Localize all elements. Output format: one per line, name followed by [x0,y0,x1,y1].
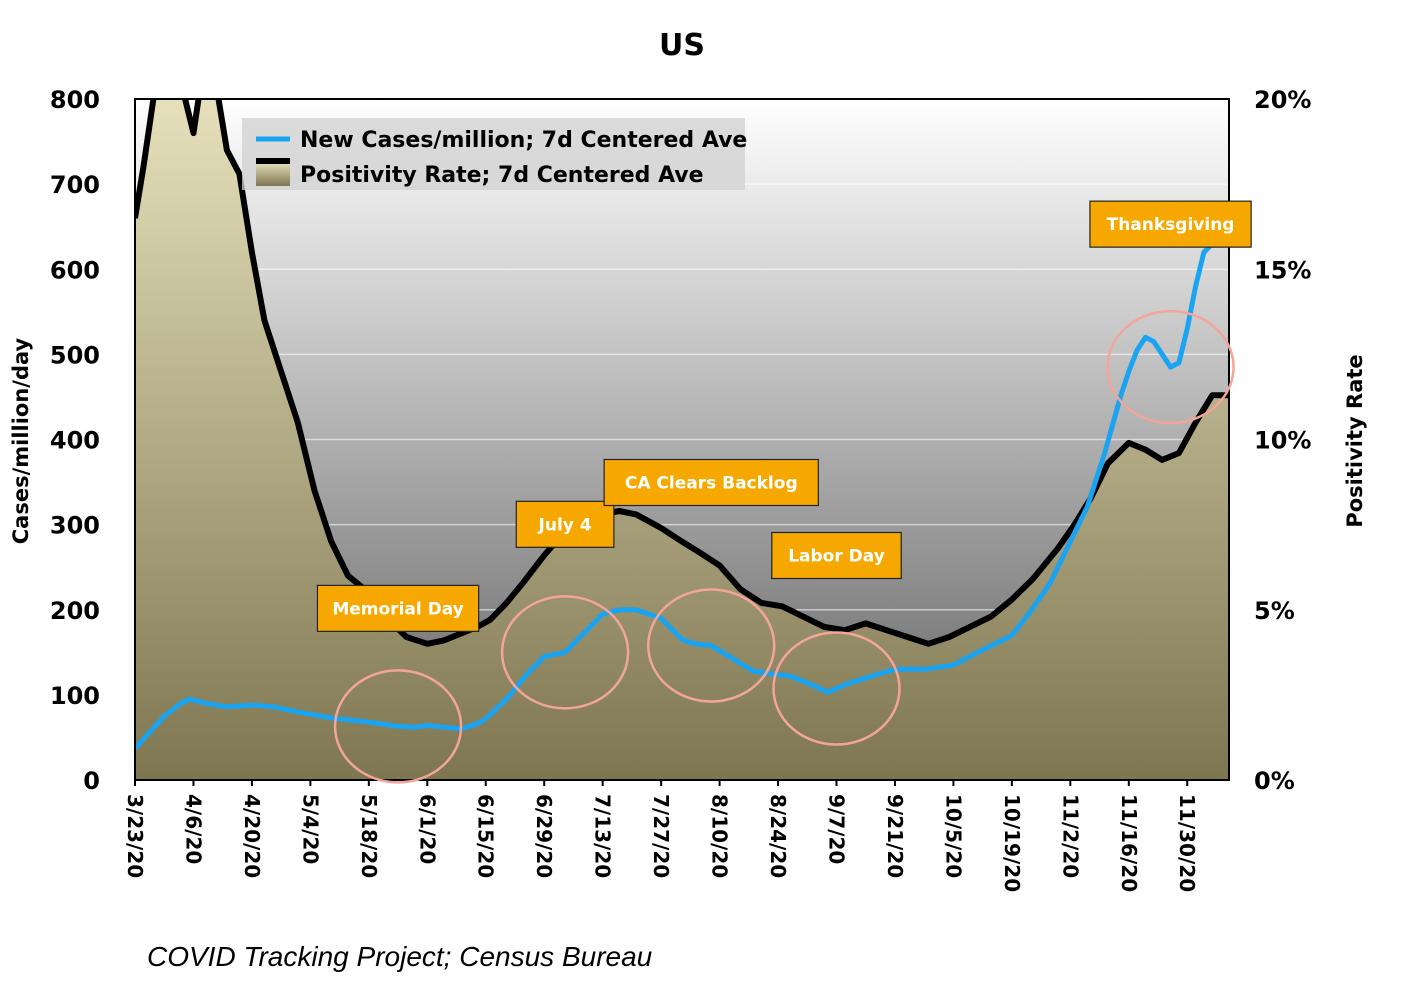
y-left-tick-label: 100 [50,682,100,710]
annotations: Memorial Day July 4 CA Clears Backlog Labor… [316,200,1252,784]
annotation-label: July 4 [538,515,592,535]
x-tick-label: 6/15/20 [474,794,498,878]
annotation-circle [333,669,463,784]
y-left-tick-label: 600 [50,256,100,284]
y-left-tick-label: 400 [50,427,100,455]
y-left-tick-label: 700 [50,171,100,199]
annotation-box [515,500,615,548]
legend: New Cases/million; 7d Centered Ave Posit… [242,118,747,190]
annotation-label: Labor Day [788,546,885,566]
positivity-rate-line [135,99,1229,647]
positivity-area [135,99,1229,780]
x-tick-label: 6/1/20 [415,794,439,864]
y-left-tick-label: 200 [50,597,100,625]
x-tick-label: 11/2/20 [1058,794,1082,878]
annotation-box [1089,200,1252,248]
plot-frame [134,98,1230,781]
legend-cases-label: New Cases/million; 7d Centered Ave [300,128,747,153]
x-tick-label: 8/24/20 [766,794,790,878]
annotation-circle [500,595,630,710]
x-tick-label: 10/5/20 [941,794,965,878]
x-tick-label: 7/13/20 [591,794,615,878]
x-tick-label: 7/27/20 [649,794,673,878]
y-left-tick-label: 0 [83,767,100,795]
x-tick-label: 10/19/20 [1000,794,1024,892]
y-left-tick-label: 300 [50,512,100,540]
annotation-box [603,458,819,507]
y-right-tick-label: 20% [1254,86,1311,114]
annotation-circle [646,588,776,703]
y-right-tick-label: 10% [1254,427,1311,455]
y-right-tick-label: 5% [1254,597,1295,625]
annotation-box [316,584,480,632]
x-tick-label: 4/20/20 [240,794,264,878]
source-note: COVID Tracking Project; Census Bureau [147,941,653,972]
x-tick-label: 3/23/20 [123,794,147,878]
annotation-box [771,531,902,580]
x-tick-label: 5/18/20 [357,794,381,878]
x-tick-label: 6/29/20 [532,794,556,878]
annotation-circle [772,631,901,746]
y-left-tick-label: 800 [50,86,100,114]
x-tick-label: 8/10/20 [708,794,732,878]
annotation-label: Memorial Day [332,599,463,619]
x-tick-label: 11/30/20 [1175,794,1199,892]
y-left-tick-label: 500 [50,341,100,369]
chart-title: US [659,28,705,63]
y-axis-left-ticks: 0 100 200 300 400 500 600 700 800 [50,86,100,795]
legend-positivity-label: Positivity Rate; 7d Centered Ave [300,163,704,188]
x-tick-label: 9/21/20 [883,794,907,878]
y-axis-right-title: Positivity Rate [1343,354,1367,527]
y-axis-right-ticks: 0% 5% 10% 15% 20% [1254,86,1311,795]
y-right-tick-label: 0% [1254,767,1295,795]
x-tick-label: 9/7/20 [824,794,848,864]
annotation-circle [1106,309,1235,425]
annotation-label: Thanksgiving [1107,215,1235,235]
x-tick-label: 11/16/20 [1117,794,1141,892]
x-tick-label: 5/4/20 [298,794,322,864]
annotation-label: CA Clears Backlog [625,474,798,494]
x-tick-label: 4/6/20 [181,794,205,864]
legend-positivity-swatch [256,160,290,186]
y-right-tick-label: 15% [1254,256,1311,284]
y-axis-left-title: Cases/million/day [9,337,33,544]
x-axis-ticks: 3/23/20 4/6/20 4/20/20 5/4/20 5/18/20 6/1/20 6… [123,780,1199,892]
legend-box [242,118,745,190]
new-cases-line [135,232,1229,751]
